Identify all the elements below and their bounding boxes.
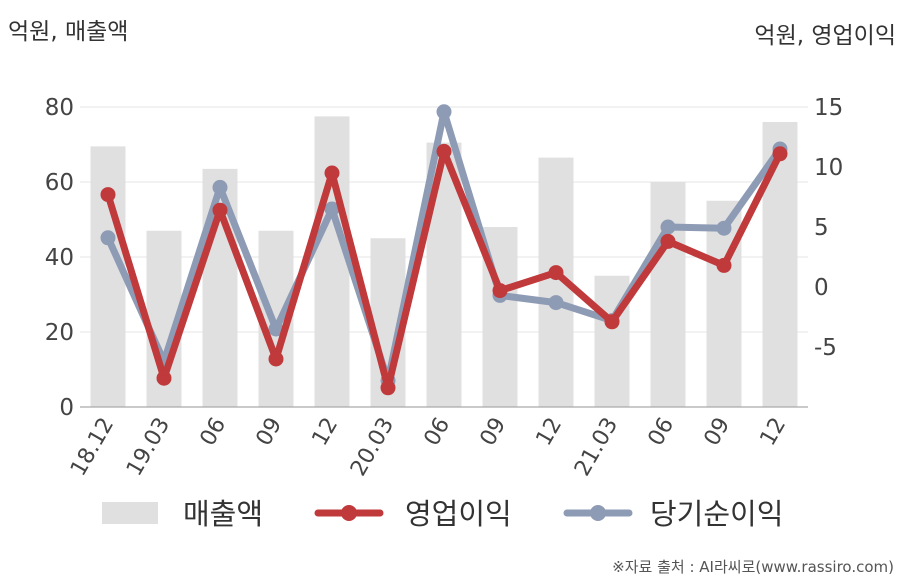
- legend-swatch: [102, 502, 158, 524]
- data-point: [716, 257, 732, 273]
- category-label: 09: [700, 414, 736, 451]
- category-label: 21.03: [570, 414, 623, 481]
- category-label: 12: [756, 414, 792, 451]
- right-tick-label: 5: [814, 215, 829, 241]
- data-point: [324, 165, 340, 181]
- left-tick-label: 20: [45, 320, 74, 346]
- data-point: [548, 295, 564, 311]
- data-point: [212, 202, 228, 218]
- data-point: [716, 220, 732, 236]
- data-point: [772, 146, 788, 162]
- data-point: [436, 143, 452, 159]
- data-point: [324, 201, 340, 217]
- right-tick-label: 0: [814, 275, 829, 301]
- legend-label: 매출액: [183, 497, 263, 531]
- category-label: 18.12: [66, 414, 119, 481]
- data-point: [660, 219, 676, 235]
- category-label: 09: [252, 414, 288, 451]
- right-tick-label: 15: [814, 95, 843, 121]
- legend-label: 당기순이익: [650, 497, 783, 531]
- left-tick-label: 60: [45, 170, 74, 196]
- data-point: [100, 187, 116, 203]
- data-point: [212, 179, 228, 195]
- data-point: [268, 321, 284, 337]
- left-tick-label: 0: [59, 395, 74, 421]
- left-axis-unit-label: 억원, 매출액: [8, 19, 129, 45]
- legend-marker: [590, 505, 606, 521]
- bar: [90, 146, 126, 407]
- data-point: [156, 370, 172, 386]
- data-point: [660, 233, 676, 249]
- right-axis-unit-label: 억원, 영업이익: [754, 23, 896, 49]
- legend-label: 영업이익: [405, 497, 512, 531]
- data-point: [436, 104, 452, 120]
- data-point: [100, 230, 116, 246]
- legend-marker: [341, 505, 357, 521]
- legend: 매출액 영업이익 당기순이익: [102, 497, 783, 531]
- data-point: [548, 265, 564, 281]
- category-label: 06: [196, 414, 232, 451]
- category-label: 12: [532, 414, 568, 451]
- category-label: 19.03: [122, 414, 175, 481]
- bar: [314, 116, 350, 407]
- right-tick-label: -5: [814, 335, 837, 361]
- left-tick-label: 80: [45, 95, 74, 121]
- category-label: 06: [420, 414, 456, 451]
- category-label: 12: [308, 414, 344, 451]
- category-label: 09: [476, 414, 512, 451]
- left-tick-label: 40: [45, 245, 74, 271]
- data-point: [380, 380, 396, 396]
- right-tick-label: 10: [814, 155, 843, 181]
- bar: [650, 182, 686, 407]
- data-point: [604, 314, 620, 330]
- line-series: [100, 104, 788, 396]
- category-label: 06: [644, 414, 680, 451]
- category-label: 20.03: [346, 414, 399, 481]
- source-note: ※자료 출처 : AI라씨로(www.rassiro.com): [612, 558, 894, 576]
- data-point: [268, 351, 284, 367]
- data-point: [492, 283, 508, 299]
